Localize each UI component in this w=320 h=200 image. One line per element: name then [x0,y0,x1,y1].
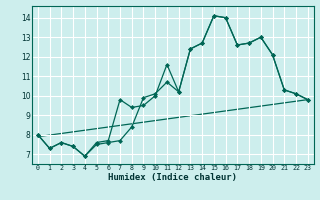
X-axis label: Humidex (Indice chaleur): Humidex (Indice chaleur) [108,173,237,182]
